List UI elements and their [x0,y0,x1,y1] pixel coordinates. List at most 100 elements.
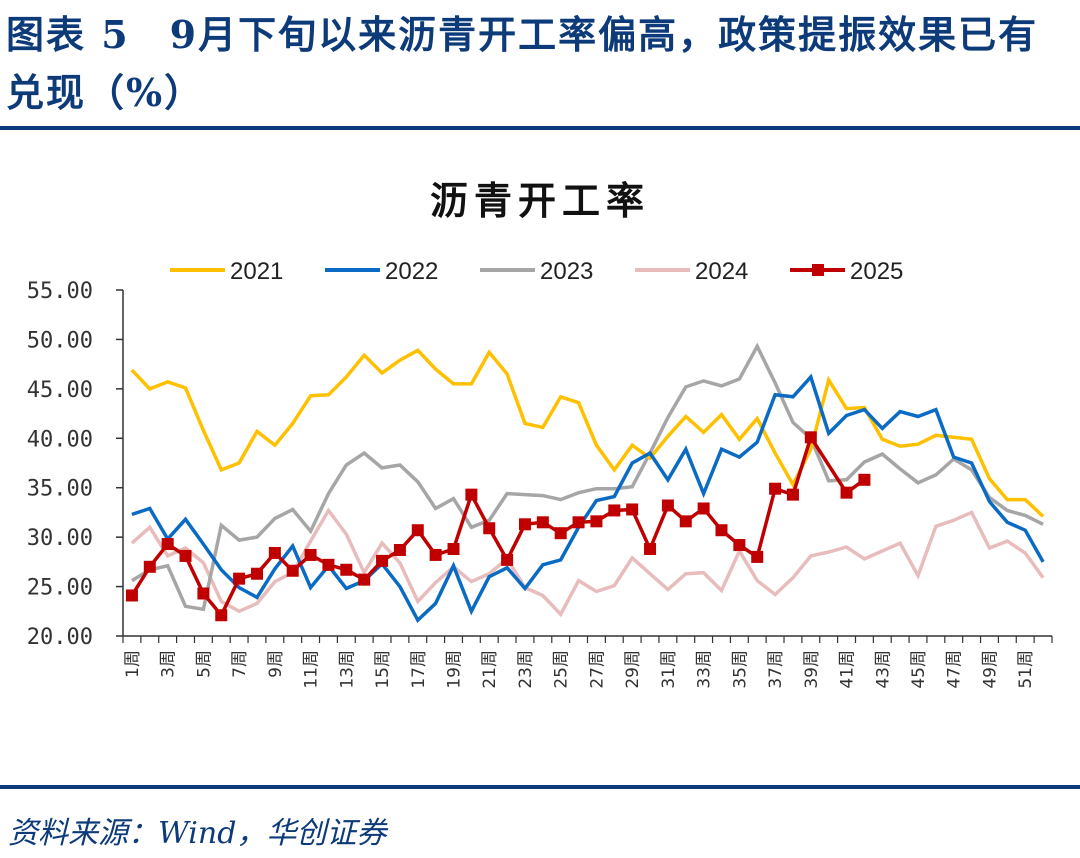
data-point-2025 [429,548,442,561]
x-tick-label: 23周 [516,650,536,689]
data-point-2025 [786,488,799,501]
data-point-2025 [215,609,228,622]
y-tick-label: 35.00 [27,477,93,502]
data-point-2025 [304,548,317,561]
data-point-2025 [554,527,567,540]
data-point-2025 [501,553,514,566]
x-tick-label: 25周 [552,650,572,689]
x-tick-label: 39周 [802,650,822,689]
x-tick-label: 1周 [123,650,143,678]
series-group [125,342,1045,624]
x-tick-label: 49周 [980,650,1000,689]
x-tick-label: 37周 [766,650,786,689]
legend-item-2022: 2022 [325,258,438,285]
data-point-2025 [358,573,371,586]
x-tick-label: 9周 [266,650,286,678]
legend-item-2021: 2021 [170,258,283,285]
x-tick-label: 27周 [587,650,607,689]
x-tick-label: 15周 [373,650,393,689]
chart-title: 沥青开工率 [429,178,650,223]
series-2021 [130,348,1045,518]
legend-label: 2023 [540,258,593,285]
data-point-2025 [125,589,138,602]
x-tick-label: 29周 [623,650,643,689]
x-tick-label: 43周 [873,650,893,689]
x-tick-label: 45周 [909,650,929,689]
series-line-2024 [130,507,1045,618]
x-tick-label: 11周 [302,650,322,689]
legend-item-2023: 2023 [480,258,593,285]
data-point-2025 [179,549,192,562]
x-tick-label: 31周 [659,650,679,689]
series-2024 [130,507,1045,618]
data-point-2025 [376,554,389,567]
data-point-2025 [661,499,674,512]
y-tick-label: 30.00 [27,526,93,551]
y-tick-label: 50.00 [27,328,93,353]
series-line-2021 [130,348,1045,518]
legend-label: 2025 [850,258,903,285]
data-point-2025 [858,473,871,486]
data-point-2025 [268,546,281,559]
data-point-2025 [411,524,424,537]
top-rule [0,126,1080,130]
data-point-2025 [518,518,531,531]
data-point-2025 [250,567,263,580]
figure-title: 图表 5 9月下旬以来沥青开工率偏高，政策提振效果已有兑现（%） [6,12,1039,115]
legend-item-2025: 2025 [790,258,903,285]
axes: 20.00 25.00 30.00 35.00 40.00 45.00 50.00 55.00… [27,279,1053,689]
data-point-2025 [840,486,853,499]
legend-marker [812,264,824,276]
y-tick-label: 45.00 [27,378,93,403]
data-point-2025 [679,515,692,528]
data-point-2025 [161,538,174,551]
data-point-2025 [286,564,299,577]
x-tick-label: 41周 [838,650,858,689]
series-2023 [130,342,1044,612]
x-tick-label: 13周 [337,650,357,689]
data-point-2025 [393,543,406,556]
x-tick-label: 51周 [1016,650,1036,689]
legend-label: 2022 [385,258,438,285]
data-point-2025 [340,563,353,576]
legend-item-2024: 2024 [635,258,748,285]
data-point-2025 [536,516,549,529]
legend-label: 2024 [695,258,748,285]
data-point-2025 [697,502,710,515]
data-point-2025 [197,587,210,600]
data-point-2025 [465,488,478,501]
x-tick-label: 47周 [945,650,965,689]
data-point-2025 [590,515,603,528]
data-point-2025 [322,558,335,571]
series-line-2022 [131,373,1045,624]
y-tick-label: 20.00 [27,625,93,650]
bottom-rule [0,785,1080,789]
y-tick-label: 55.00 [27,279,93,304]
x-tick-label: 19周 [445,650,465,689]
data-point-2025 [626,503,639,516]
data-point-2025 [715,524,728,537]
x-tick-label: 7周 [230,650,250,678]
legend-label: 2021 [230,258,283,285]
x-tick-label: 21周 [480,650,500,689]
data-point-2025 [769,482,782,495]
data-point-2025 [483,522,496,535]
data-point-2025 [233,572,246,585]
series-line-2023 [130,342,1044,612]
x-tick-label: 33周 [695,650,715,689]
data-point-2025 [447,543,460,556]
y-tick-label: 25.00 [27,576,93,601]
source-note: 资料来源：Wind，华创证券 [8,816,387,851]
data-point-2025 [751,550,764,563]
y-tick-label: 40.00 [27,427,93,452]
series-2025 [125,431,871,622]
data-point-2025 [733,539,746,552]
series-2022 [131,373,1045,624]
data-point-2025 [572,516,585,529]
x-tick-label: 5周 [194,650,214,678]
data-point-2025 [608,504,621,517]
data-point-2025 [804,431,817,444]
x-tick-label: 35周 [730,650,750,689]
legend: 2021 2022 2023 2024 2025 [170,258,903,285]
